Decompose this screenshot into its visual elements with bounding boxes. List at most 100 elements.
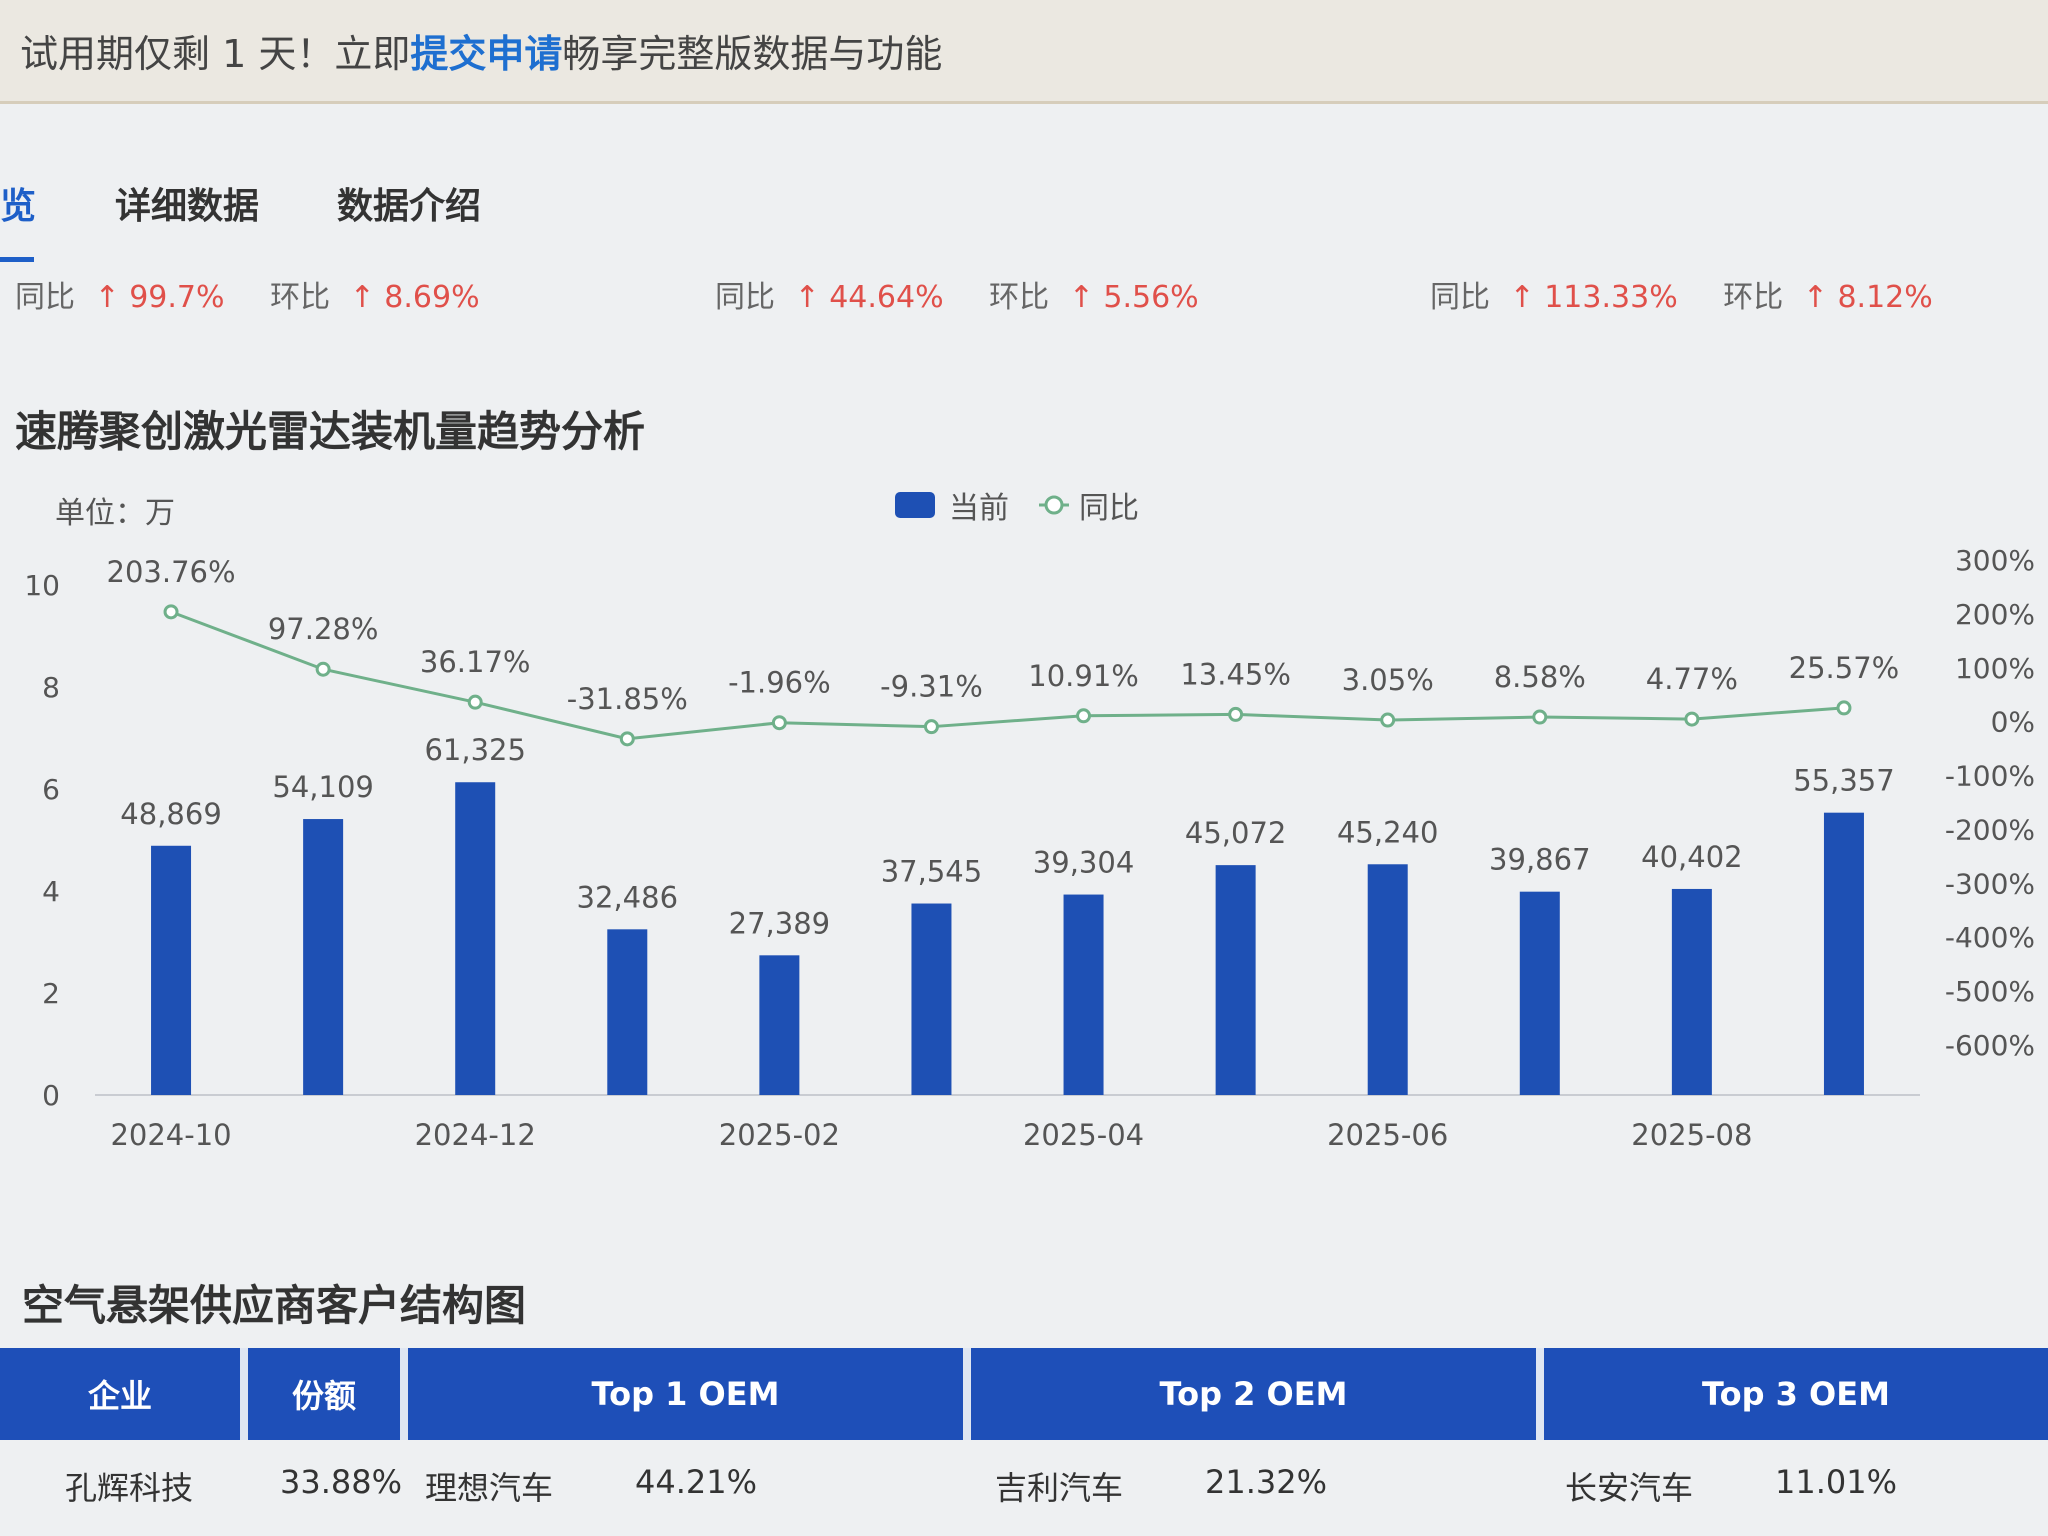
legend-line-label[interactable]: 同比 (1079, 491, 1139, 526)
bar-2024-12 (455, 782, 496, 1095)
supplier-customer-table: 企业 份额 Top 1 OEM Top 2 OEM Top 3 OEM 孔辉科技… (0, 1348, 2048, 1536)
y-left-tick-label: 4 (42, 875, 60, 908)
x-tick-label: 2025-08 (1631, 1118, 1752, 1152)
mom-label: 环比 (1723, 280, 1784, 315)
yoy-data-label: 8.58% (1494, 660, 1586, 694)
header-top1-oem: Top 1 OEM (591, 1375, 780, 1413)
metric-group-2: 同比 ↑ 44.64% 环比 ↑ 5.56% (715, 272, 1199, 316)
yoy-value: ↑ 44.64% (794, 280, 944, 315)
bar-2025-03 (911, 903, 952, 1095)
yoy-point (1228, 706, 1244, 722)
yoy-point (771, 715, 787, 731)
y-right-tick-label: -300% (1945, 867, 2035, 900)
mom-value: ↑ 8.12% (1802, 280, 1933, 315)
bar-2025-04 (1063, 894, 1104, 1095)
x-tick-label: 2025-06 (1327, 1118, 1448, 1152)
x-tick-label: 2024-12 (415, 1118, 536, 1152)
y-right-tick-label: -500% (1945, 975, 2035, 1008)
legend-bar-swatch[interactable] (895, 492, 935, 518)
bar-data-label: 48,869 (120, 797, 221, 831)
bar-2024-11 (303, 819, 344, 1095)
cell-oem2-share: 21.32% (1205, 1463, 1328, 1501)
mom-label: 环比 (989, 280, 1050, 315)
yoy-data-label: -31.85% (567, 682, 688, 716)
y-left-tick-label: 8 (42, 671, 60, 704)
mom-value: ↑ 8.69% (349, 280, 480, 315)
x-tick-label: 2025-04 (1023, 1118, 1144, 1152)
bar-data-label: 45,240 (1337, 815, 1438, 849)
tab-data-intro[interactable]: 数据介绍 (337, 186, 482, 227)
bar-2025-08 (1671, 888, 1712, 1095)
yoy-point (1076, 708, 1092, 724)
header-divider (963, 1348, 971, 1440)
bar-data-label: 37,545 (881, 855, 982, 889)
header-divider (1536, 1348, 1544, 1440)
yoy-point (315, 661, 331, 677)
y-left-tick-label: 0 (42, 1079, 60, 1112)
bar-2025-02 (759, 955, 800, 1095)
bar-data-label: 39,867 (1489, 843, 1590, 877)
tab-overview[interactable]: 览 (0, 186, 37, 227)
legend-line-swatch[interactable] (1039, 492, 1069, 518)
yoy-label: 同比 (1430, 280, 1490, 315)
yoy-data-label: -1.96% (728, 666, 831, 700)
yoy-point (923, 719, 939, 735)
header-top3-oem: Top 3 OEM (1702, 1375, 1890, 1413)
trial-banner-suffix: 畅享完整版数据与功能 (562, 32, 943, 76)
trial-banner-text: 试用期仅剩 1 天！立即 (20, 32, 411, 76)
metric-group-1: 同比 ↑ 99.7% 环比 ↑ 8.69% (15, 272, 480, 316)
mom-label: 环比 (270, 280, 331, 315)
y-right-tick-label: -200% (1945, 813, 2035, 846)
trial-banner: 试用期仅剩 1 天！立即 提交申请 畅享完整版数据与功能 (0, 0, 2048, 104)
mom-value: ↑ 5.56% (1068, 280, 1199, 315)
bar-data-label: 32,486 (577, 880, 678, 914)
yoy-data-label: 13.45% (1180, 657, 1291, 691)
yoy-line (170, 610, 1845, 741)
yoy-data-label: 36.17% (420, 645, 531, 679)
x-tick-label: 2025-02 (719, 1118, 840, 1152)
yoy-point (1380, 712, 1396, 728)
y-right-tick-label: 0% (1991, 706, 2035, 739)
bar-data-label: 45,072 (1185, 816, 1286, 850)
tab-detailed-data[interactable]: 详细数据 (115, 186, 260, 227)
header-share: 份额 (291, 1377, 356, 1415)
chart-legend: 当前 同比 (895, 485, 1139, 526)
bar-2025-01 (607, 929, 648, 1095)
tab-bar: 览 详细数据 数据介绍 (0, 165, 700, 265)
header-top2-oem: Top 2 OEM (1159, 1375, 1348, 1413)
yoy-point (1684, 711, 1700, 727)
table-title: 空气悬架供应商客户结构图 (22, 1281, 527, 1330)
y-right-tick-label: 300% (1955, 544, 2035, 577)
yoy-data-label: 3.05% (1342, 663, 1434, 697)
bar-2025-06 (1367, 864, 1408, 1095)
yoy-point (467, 694, 483, 710)
cell-oem3-share: 11.01% (1775, 1463, 1898, 1501)
yoy-data-label: -9.31% (880, 670, 983, 704)
yoy-point (163, 604, 179, 620)
yoy-point (619, 731, 635, 747)
table-header: 企业 份额 Top 1 OEM Top 2 OEM Top 3 OEM (0, 1348, 2048, 1440)
y-right-tick-label: -600% (1945, 1029, 2035, 1062)
cell-company: 孔辉科技 (65, 1469, 194, 1507)
y-right-tick-label: 100% (1955, 652, 2035, 685)
y-right-tick-label: -400% (1945, 921, 2035, 954)
metric-group-3: 同比 ↑ 113.33% 环比 ↑ 8.12% (1430, 272, 1933, 316)
installation-trend-chart: 0 2 4 6 8 10 300% 200% 100% 0% -100% -200% -300% -400… (24, 544, 2035, 1152)
cell-oem3: 长安汽车 (1565, 1469, 1694, 1507)
legend-bar-label[interactable]: 当前 (949, 491, 1009, 526)
header-company: 企业 (87, 1377, 152, 1415)
y-left-tick-label: 2 (42, 977, 60, 1010)
cell-oem1-share: 44.21% (635, 1463, 758, 1501)
yoy-value: ↑ 99.7% (94, 280, 225, 315)
active-tab-indicator (0, 257, 34, 262)
yoy-data-label: 10.91% (1028, 659, 1139, 693)
y-right-tick-label: 200% (1955, 598, 2035, 631)
bar-data-label: 61,325 (424, 733, 525, 767)
yoy-label: 同比 (15, 280, 75, 315)
header-divider (240, 1348, 248, 1440)
bar-data-label: 39,304 (1033, 846, 1134, 880)
submit-application-link[interactable]: 提交申请 (410, 32, 563, 76)
bar-2024-10 (151, 845, 192, 1095)
y-left-tick-label: 6 (42, 773, 60, 806)
bar-data-label: 54,109 (272, 770, 373, 804)
